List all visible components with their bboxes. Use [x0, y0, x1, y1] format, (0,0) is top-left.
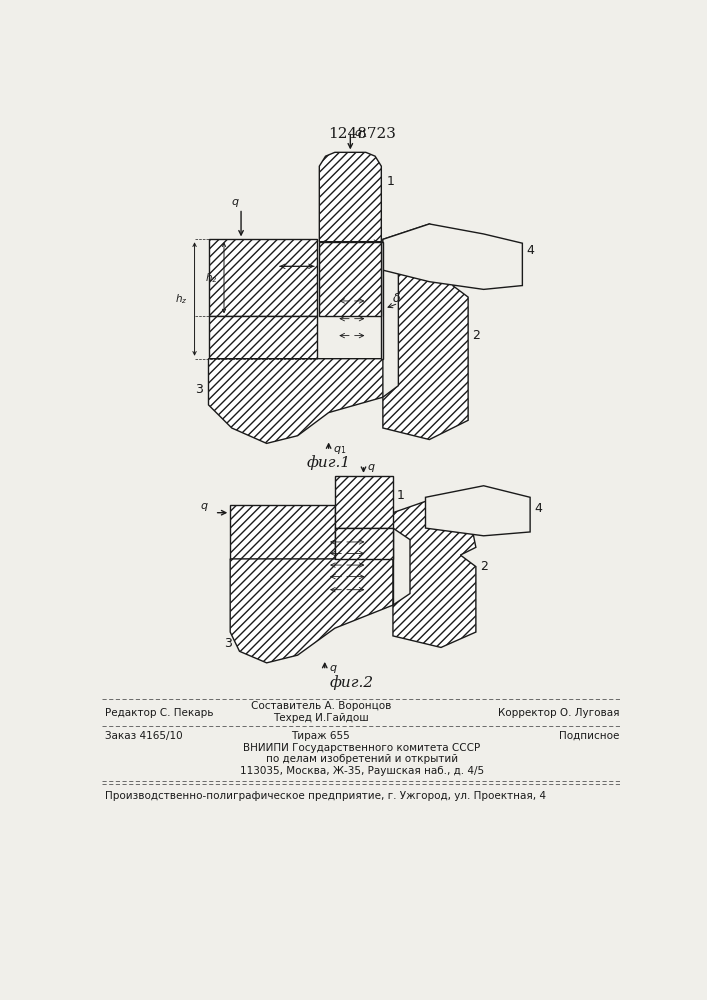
Polygon shape: [383, 224, 468, 440]
Polygon shape: [320, 152, 381, 242]
Text: ВНИИПИ Государственного комитета СССР: ВНИИПИ Государственного комитета СССР: [243, 743, 481, 753]
Polygon shape: [209, 359, 383, 443]
Polygon shape: [393, 497, 476, 647]
Polygon shape: [320, 242, 381, 316]
Polygon shape: [383, 224, 522, 289]
Polygon shape: [230, 505, 335, 559]
Text: $h_2$: $h_2$: [204, 271, 217, 285]
Text: 1248723: 1248723: [328, 127, 396, 141]
Text: Подписное: Подписное: [559, 731, 619, 741]
Text: Составитель А. Воронцов: Составитель А. Воронцов: [251, 701, 391, 711]
Text: $d_1$: $d_1$: [351, 227, 365, 241]
Text: $q$: $q$: [200, 501, 209, 513]
Polygon shape: [335, 528, 393, 559]
Text: 1: 1: [397, 489, 404, 502]
Text: 113035, Москва, Ж-35, Раушская наб., д. 4/5: 113035, Москва, Ж-35, Раушская наб., д. …: [240, 766, 484, 776]
Text: 3: 3: [195, 383, 203, 396]
Text: 4: 4: [526, 244, 534, 257]
Polygon shape: [426, 486, 530, 536]
Text: 1: 1: [387, 175, 395, 188]
Polygon shape: [230, 559, 393, 663]
Text: 2: 2: [472, 329, 480, 342]
Polygon shape: [381, 242, 383, 359]
Text: $q_1$: $q_1$: [354, 128, 368, 140]
Polygon shape: [209, 316, 317, 359]
Text: 4: 4: [534, 502, 542, 515]
Text: $q$: $q$: [231, 197, 240, 209]
Text: Корректор О. Луговая: Корректор О. Луговая: [498, 708, 619, 718]
Text: $q_1$: $q_1$: [333, 444, 346, 456]
Text: $\delta$: $\delta$: [392, 292, 402, 305]
Text: 2: 2: [480, 560, 488, 573]
Text: Тираж 655: Тираж 655: [291, 731, 350, 741]
Text: фиг.2: фиг.2: [329, 675, 374, 690]
Text: $h_z$: $h_z$: [175, 292, 187, 306]
Text: Производственно-полиграфическое предприятие, г. Ужгород, ул. Проектная, 4: Производственно-полиграфическое предприя…: [105, 791, 547, 801]
Polygon shape: [209, 239, 317, 316]
Text: $\sigma_2$: $\sigma_2$: [387, 243, 399, 255]
Text: фиг.1: фиг.1: [307, 455, 351, 470]
Text: 3: 3: [224, 637, 232, 650]
Text: $q$: $q$: [329, 663, 337, 675]
Text: $q$: $q$: [368, 462, 376, 474]
Text: Заказ 4165/10: Заказ 4165/10: [105, 731, 183, 741]
Text: Техред И.Гайдош: Техред И.Гайдош: [273, 713, 369, 723]
Text: по делам изобретений и открытий: по делам изобретений и открытий: [266, 754, 458, 764]
Polygon shape: [335, 476, 393, 528]
Text: Редактор С. Пекарь: Редактор С. Пекарь: [105, 708, 214, 718]
